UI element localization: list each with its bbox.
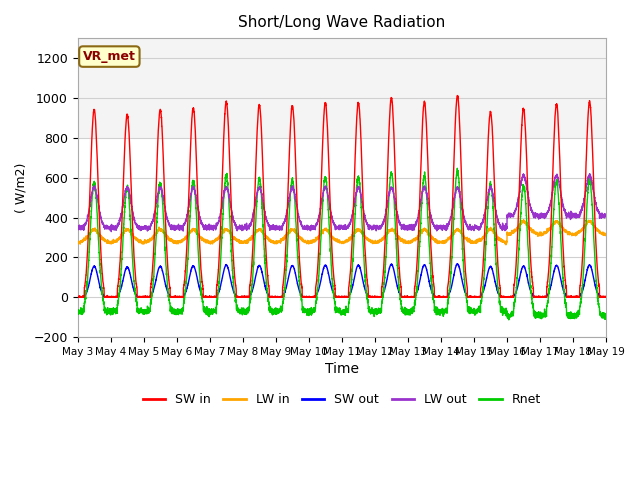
Text: VR_met: VR_met xyxy=(83,50,136,63)
Title: Short/Long Wave Radiation: Short/Long Wave Radiation xyxy=(238,15,445,30)
Legend: SW in, LW in, SW out, LW out, Rnet: SW in, LW in, SW out, LW out, Rnet xyxy=(138,388,546,411)
Bar xyxy=(77,38,606,138)
Y-axis label: ( W/m2): ( W/m2) xyxy=(15,162,28,213)
X-axis label: Time: Time xyxy=(325,362,359,376)
